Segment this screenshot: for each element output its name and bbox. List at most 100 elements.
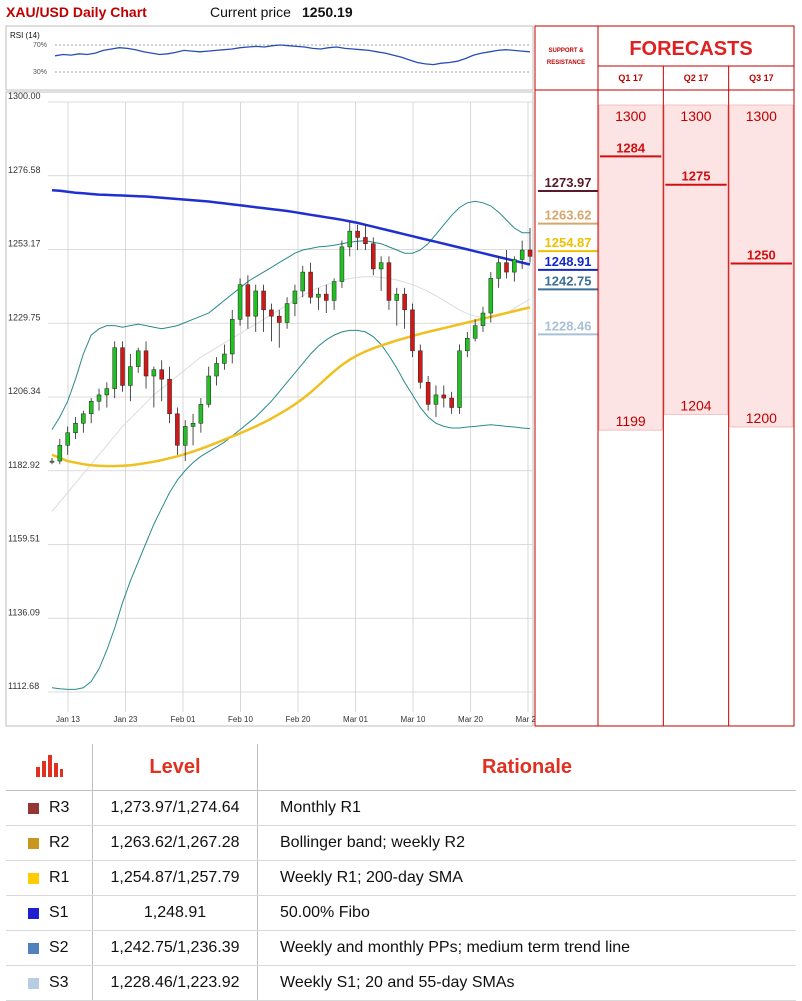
row-tag-cell: S1 [6,895,93,931]
candle-body [308,271,313,298]
level-color-swatch [28,977,39,989]
table-row: S2 1,242.75/1,236.39 Weekly and monthly PP… [6,930,796,966]
candle-body [159,369,164,380]
candle-body [457,350,462,408]
x-tick-label: Jan 23 [113,715,138,724]
candle-body [198,404,204,424]
candle-body [496,262,501,279]
candle-body [394,293,400,301]
bar-chart-icon [36,754,63,777]
sr-header-line: SUPPORT & [548,48,584,54]
forecast-columns: Q1 17 1300 1284 1199 Q2 17 1300 1275 1204 Q3 17 1… [598,66,794,726]
level-color-swatch [28,942,39,954]
candle-body [292,290,298,304]
candle-body [284,303,290,323]
candle-body [167,378,172,415]
sma-20-line [51,276,531,512]
y-tick-label: 1136.09 [8,607,40,617]
x-tick-label: Jan 13 [56,715,81,724]
sr-levels: 1273.97 1263.62 1254.87 1248.91 1242.75 1228.… [538,175,598,336]
sr-panel [534,25,599,727]
candle-body [316,293,321,298]
table-body: R3 1,273.97/1,274.64 Monthly R1 R2 1,263.62/… [6,790,796,1001]
candle-body [331,281,337,301]
level-color-swatch [28,907,39,919]
table-header-level: Level [92,744,258,791]
table-row: R2 1,263.62/1,267.28 Bollinger band; weekl… [6,825,796,861]
chart-svg: RSI (14) 70% 30% 1300.00 1276.58 1253.17 12… [5,25,795,727]
y-tick-label: 1276.58 [8,165,41,175]
row-level-value: 1,254.87/1,257.79 [92,860,258,896]
rsi-line [54,44,531,66]
candle-body [425,382,431,405]
row-tag: R1 [6,869,92,887]
bollinger-upper-line [51,200,530,430]
row-tag: R2 [6,834,92,852]
candle-body [112,347,117,389]
candle-body [135,350,141,367]
candle-body [472,325,478,339]
y-tick-label: 1206.34 [8,386,41,396]
x-axis-ticks: Jan 13 Jan 23 Feb 01 Feb 10 Feb 20 Mar 01 Mar … [56,715,541,724]
y-tick-label: 1159.51 [8,534,40,544]
candle-body [49,460,55,463]
forecast-quarter-label: Q2 17 [684,73,709,83]
candle-body [504,262,509,273]
forecast-high-value: 1300 [746,108,777,124]
y-tick-label: 1253.17 [8,239,41,249]
row-tag: S3 [6,974,92,992]
candle-body [229,319,235,355]
candle-body [276,315,282,323]
forecast-high-value: 1300 [680,108,711,124]
forecast-quarter-label: Q1 17 [618,73,643,83]
table-header-icon-cell [6,744,93,791]
chart-title: XAU/USD Daily Chart [6,4,147,20]
candle-body [512,259,517,273]
forecast-quarter-label: Q3 17 [749,73,774,83]
x-tick-label: Feb 10 [228,715,253,724]
forecast-mid-value: 1250 [747,247,776,262]
y-tick-label: 1229.75 [8,312,41,322]
sr-header-line: RESISTANCE [547,60,585,66]
candle-body [222,353,227,364]
rsi-lower-label: 30% [33,69,47,76]
candle-body [120,347,125,386]
row-rationale: 50.00% Fibo [257,895,796,931]
candle-body [386,262,392,301]
bollinger-lower-line [51,329,531,690]
candle-body [128,366,133,386]
sma-55-line [51,306,531,468]
table-row: R1 1,254.87/1,257.79 Weekly R1; 200-day SM… [6,860,796,896]
row-rationale: Weekly S1; 20 and 55-day SMAs [257,965,796,1001]
indicator-overlays [51,188,531,690]
candle-body [206,375,211,405]
rsi-panel [5,25,534,91]
table-row: R3 1,273.97/1,274.64 Monthly R1 [6,790,796,826]
x-tick-label: Mar 01 [343,715,368,724]
candle-body [88,400,94,415]
row-tag-cell: R2 [6,825,93,861]
candle-body [73,423,78,433]
candle-body [57,445,63,462]
candle-body [488,278,494,314]
row-level-value: 1,273.97/1,274.64 [92,790,258,826]
sr-level-value: 1242.75 [545,273,592,288]
forecast-range-band [663,104,729,415]
candle-body [355,230,360,238]
current-price-value: 1250.19 [302,4,353,20]
table-header-rationale: Rationale [257,744,796,791]
candle-body [441,394,447,399]
row-tag-cell: S3 [6,965,93,1001]
candle-body [269,309,274,317]
row-level-value: 1,263.62/1,267.28 [92,825,258,861]
forecast-mid-value: 1275 [682,169,711,184]
sr-level-value: 1273.97 [545,175,592,190]
candle-body [339,246,345,282]
candle-body [175,413,180,446]
row-tag-label: R2 [49,834,70,851]
gridlines [48,101,533,712]
sr-level-value: 1228.46 [545,318,592,333]
candle-body [449,397,454,408]
table-header-row: Level Rationale [6,744,796,791]
